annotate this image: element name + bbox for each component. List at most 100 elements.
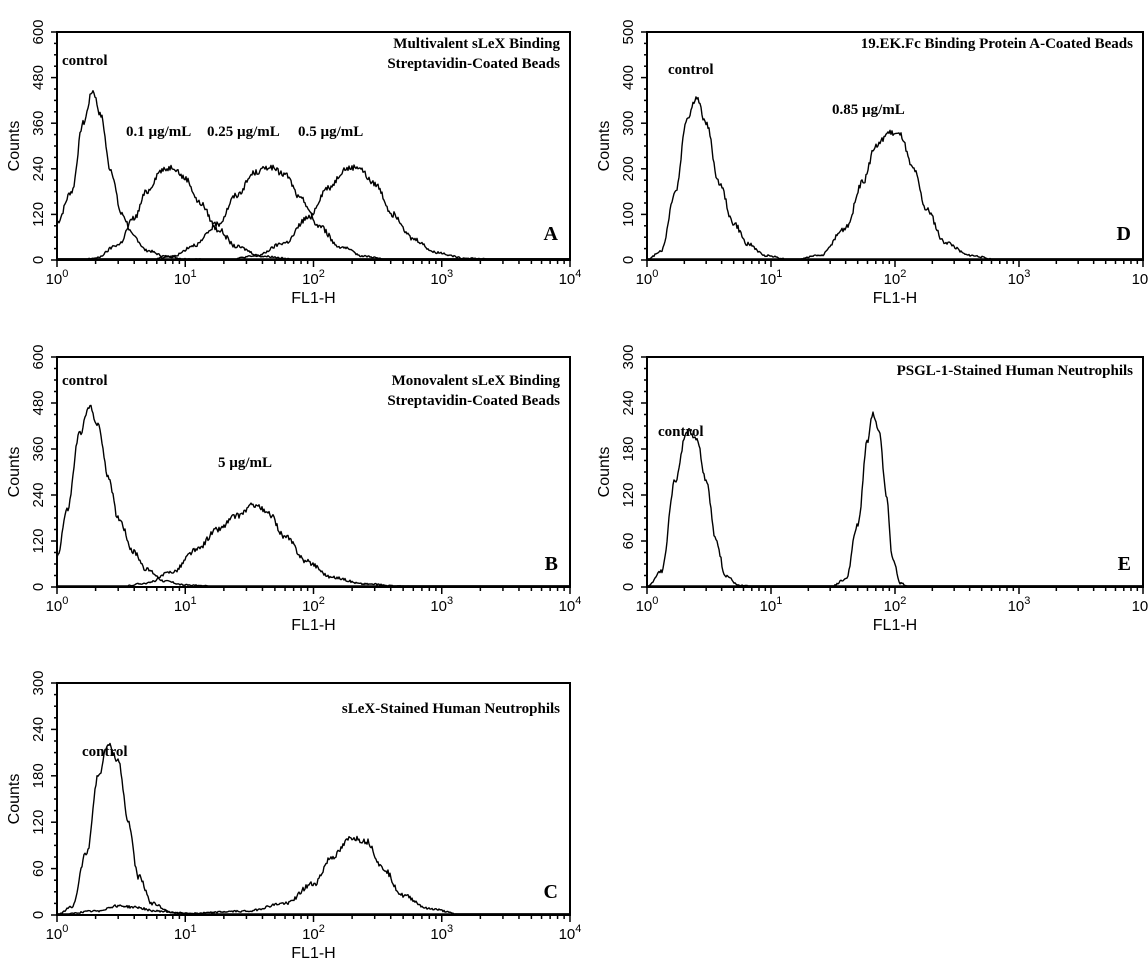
y-tick-label: 60	[620, 533, 637, 550]
panel-letter: E	[1118, 553, 1131, 575]
y-tick-label: 240	[30, 156, 47, 181]
series-d-0	[647, 96, 1143, 260]
series-label: control	[62, 53, 108, 69]
series-label: control	[668, 62, 714, 78]
panel-letter: B	[545, 553, 558, 575]
y-axis-label: Counts	[6, 447, 23, 498]
panel-letter: C	[544, 881, 558, 903]
panel-title-line: PSGL-1-Stained Human Neutrophils	[897, 363, 1134, 379]
x-tick-label: 101	[760, 595, 783, 615]
plot-frame	[646, 356, 1144, 588]
series-label: 0.85 µg/mL	[832, 102, 905, 118]
x-tick-label: 100	[46, 595, 69, 615]
y-tick-label: 60	[30, 860, 47, 877]
panel-a: 0 120 240 360 480 600 100 101 102 103 104 FL1-H Coun…	[6, 19, 581, 307]
y-tick-label: 600	[30, 344, 47, 369]
x-tick-label: 103	[430, 923, 453, 943]
y-tick-label: 0	[620, 583, 637, 591]
x-tick-label: 103	[1008, 268, 1031, 288]
panel-title-line: sLeX-Stained Human Neutrophils	[342, 701, 560, 717]
y-tick-label: 480	[30, 65, 47, 90]
panel-b: 0 120 240 360 480 600 100 101 102 103 104 FL1-H Coun…	[6, 344, 581, 634]
y-tick-label: 120	[30, 528, 47, 553]
x-axis-label: FL1-H	[873, 617, 917, 634]
y-tick-label: 400	[620, 65, 637, 90]
x-tick-label: 104	[1132, 595, 1148, 615]
plot-frame	[56, 682, 571, 916]
x-tick-label: 104	[559, 268, 582, 288]
y-tick-label: 0	[620, 256, 637, 264]
y-tick-label: 600	[30, 19, 47, 44]
y-tick-label: 300	[620, 111, 637, 136]
series-c-1	[57, 835, 570, 915]
y-tick-label: 180	[30, 763, 47, 788]
series-label: control	[82, 744, 128, 760]
panel-title-line: Streptavidin-Coated Beads	[387, 393, 560, 409]
panel-title-line: Monovalent sLeX Binding	[392, 373, 561, 389]
y-axis-label: Counts	[596, 447, 613, 498]
y-tick-label: 0	[30, 256, 47, 264]
y-tick-label: 480	[30, 390, 47, 415]
x-tick-label: 100	[46, 923, 69, 943]
y-axis-label: Counts	[6, 774, 23, 825]
y-tick-label: 100	[620, 202, 637, 227]
series-e-1	[647, 411, 1143, 587]
x-axis-label: FL1-H	[291, 945, 335, 962]
x-tick-label: 103	[430, 268, 453, 288]
panel-title-line: 19.EK.Fc Binding Protein A-Coated Beads	[861, 36, 1133, 52]
plot-frame	[646, 31, 1144, 261]
y-tick-label: 0	[30, 583, 47, 591]
x-tick-label: 102	[302, 595, 325, 615]
panel-letter: A	[544, 223, 559, 245]
series-label: control	[62, 373, 108, 389]
series-a-3	[57, 164, 570, 260]
panel-title-line: Multivalent sLeX Binding	[393, 36, 560, 52]
x-tick-label: 101	[174, 923, 197, 943]
x-tick-label: 102	[884, 268, 907, 288]
x-tick-label: 101	[174, 268, 197, 288]
y-tick-label: 300	[30, 670, 47, 695]
y-tick-label: 200	[620, 156, 637, 181]
panel-title-line: Streptavidin-Coated Beads	[387, 56, 560, 72]
x-tick-label: 104	[559, 923, 582, 943]
series-label: 0.1 µg/mL	[126, 124, 191, 140]
y-tick-label: 500	[620, 19, 637, 44]
series-label: control	[658, 424, 704, 440]
series-d-1	[647, 129, 1143, 260]
x-tick-label: 102	[884, 595, 907, 615]
series-a-2	[57, 164, 570, 260]
y-tick-label: 120	[30, 810, 47, 835]
series-b-1	[57, 502, 570, 587]
series-c-0	[57, 742, 570, 915]
y-tick-label: 240	[30, 717, 47, 742]
series-a-0	[56, 90, 570, 260]
x-tick-label: 100	[636, 268, 659, 288]
panel-letter: D	[1117, 223, 1131, 245]
y-tick-label: 360	[30, 436, 47, 461]
y-tick-label: 240	[30, 482, 47, 507]
y-tick-label: 300	[620, 344, 637, 369]
x-tick-label: 101	[174, 595, 197, 615]
y-tick-label: 120	[620, 482, 637, 507]
y-tick-label: 360	[30, 111, 47, 136]
x-tick-label: 100	[46, 268, 69, 288]
x-tick-label: 103	[1008, 595, 1031, 615]
panel-e: 0 60 120 180 240 300 100 101 102 103 104 FL1-H Count…	[596, 344, 1148, 634]
series-a-1	[57, 164, 570, 260]
series-label: 0.5 µg/mL	[298, 124, 363, 140]
panel-c: 0 60 120 180 240 300 100 101 102 103 104 FL1-H Count…	[6, 670, 581, 962]
x-tick-label: 103	[430, 595, 453, 615]
x-tick-label: 102	[302, 268, 325, 288]
series-label: 0.25 µg/mL	[207, 124, 280, 140]
x-axis-label: FL1-H	[291, 617, 335, 634]
y-axis-label: Counts	[6, 121, 23, 172]
x-tick-label: 102	[302, 923, 325, 943]
x-tick-label: 104	[1132, 268, 1148, 288]
panel-d: 0 100 200 300 400 500 100 101 102 103 104 FL1-H Coun…	[596, 19, 1148, 307]
series-b-0	[56, 404, 570, 587]
x-tick-label: 104	[559, 595, 582, 615]
x-axis-label: FL1-H	[873, 290, 917, 307]
series-label: 5 µg/mL	[218, 455, 272, 471]
y-tick-label: 0	[30, 911, 47, 919]
